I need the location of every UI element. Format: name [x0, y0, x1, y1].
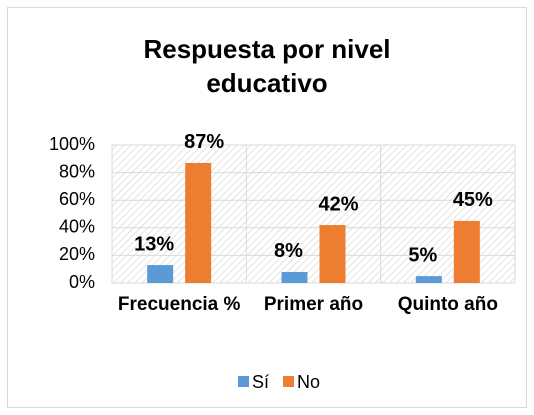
legend-swatch	[283, 376, 295, 387]
bar	[319, 225, 346, 283]
data-label: 45%	[453, 189, 493, 211]
x-tick-label: Quinto año	[397, 294, 498, 315]
y-tick-label: 100%	[49, 134, 95, 154]
bar	[415, 276, 442, 283]
y-tick-label: 20%	[59, 244, 95, 264]
bar	[147, 265, 174, 283]
y-tick-label: 40%	[59, 217, 95, 237]
bar	[281, 271, 308, 283]
y-tick-label: 80%	[59, 161, 95, 181]
x-tick-label: Frecuencia %	[117, 294, 241, 315]
data-label: 5%	[408, 244, 437, 266]
chart-title: Respuesta por nivel educativo	[143, 34, 391, 98]
bar	[185, 162, 212, 283]
bar	[453, 220, 480, 283]
data-label: 8%	[274, 240, 303, 262]
data-label: 42%	[318, 193, 358, 215]
legend-label: No	[297, 372, 320, 392]
y-tick-label: 0%	[69, 272, 95, 292]
data-label: 13%	[134, 233, 174, 255]
legend-label: Sí	[252, 372, 269, 392]
plot-background	[112, 145, 515, 283]
legend-swatch	[238, 376, 249, 387]
y-tick-label: 60%	[59, 189, 95, 209]
data-label: 87%	[184, 131, 224, 153]
x-tick-label: Primer año	[263, 294, 364, 315]
